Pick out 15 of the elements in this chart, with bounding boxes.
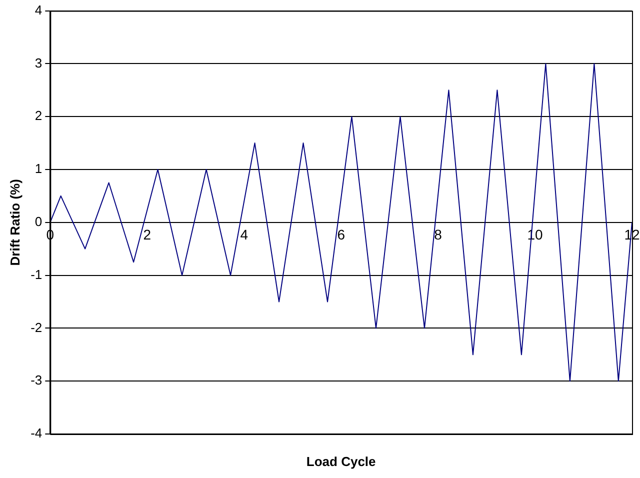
- x-axis-title: Load Cycle: [306, 454, 376, 470]
- x-tick-label: 8: [434, 226, 442, 243]
- x-tick-label: 6: [337, 226, 346, 243]
- y-tick-label: 1: [34, 161, 42, 176]
- y-axis-title: Drift Ratio (%): [7, 179, 22, 266]
- y-tick-label: 4: [34, 2, 42, 18]
- y-tick-label: -3: [30, 372, 42, 388]
- y-tick-label: 2: [34, 108, 42, 124]
- x-tick-label: 2: [143, 226, 152, 243]
- y-tick-label: 3: [34, 55, 42, 70]
- y-tick-label: 0: [34, 214, 42, 229]
- y-tick-label: -4: [30, 426, 42, 441]
- y-tick-label: -1: [30, 266, 42, 282]
- y-tick-label: -2: [30, 320, 42, 335]
- x-tick-label: 4: [240, 226, 248, 243]
